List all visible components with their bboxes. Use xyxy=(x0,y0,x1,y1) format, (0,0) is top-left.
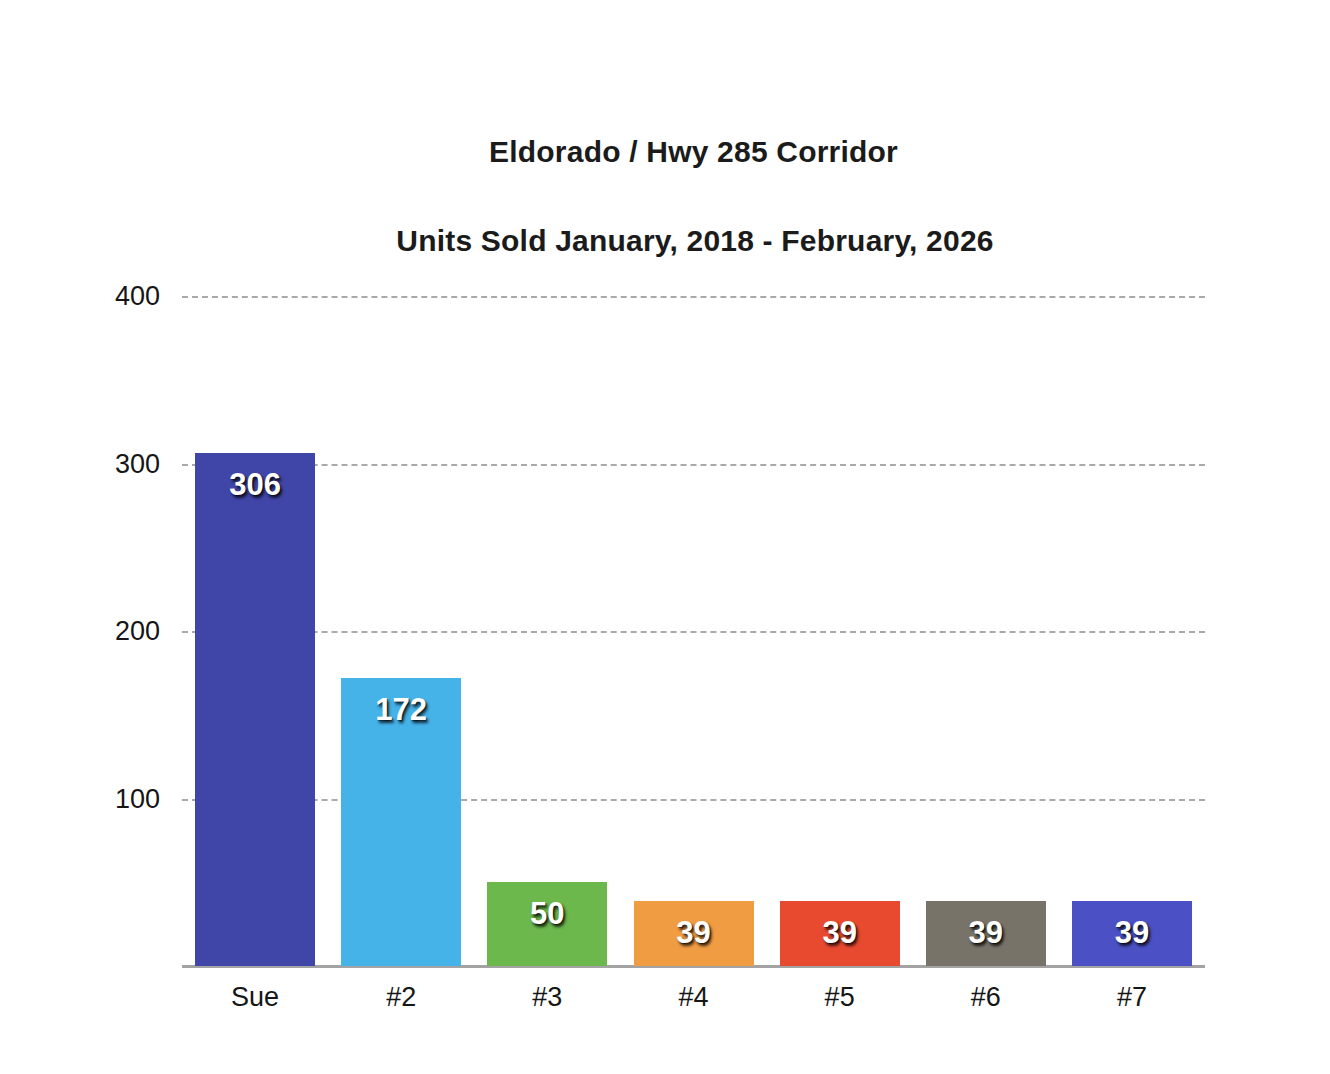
x-axis-category-label: #6 xyxy=(906,982,1066,1013)
gridline-100 xyxy=(182,799,1205,801)
gridline-400 xyxy=(182,296,1205,298)
y-axis-tick-label: 200 xyxy=(60,616,160,646)
bar-value-label: 39 xyxy=(1072,915,1192,951)
bar-value-label: 50 xyxy=(487,896,607,932)
x-axis-category-label: #3 xyxy=(467,982,627,1013)
chart-subtitle: Units Sold January, 2018 - February, 202… xyxy=(140,224,1250,258)
y-axis-tick-label: 400 xyxy=(60,281,160,311)
x-axis-category-label: #5 xyxy=(760,982,920,1013)
bar-value-label: 39 xyxy=(780,915,900,951)
x-axis-category-label: Sue xyxy=(175,982,335,1013)
bar-num7: 39 xyxy=(1072,901,1192,966)
bar-value-label: 39 xyxy=(926,915,1046,951)
bar-num2: 172 xyxy=(341,678,461,966)
x-axis-category-label: #7 xyxy=(1052,982,1212,1013)
chart-title: Eldorado / Hwy 285 Corridor xyxy=(182,135,1205,169)
gridline-200 xyxy=(182,631,1205,633)
bar-Sue: 306 xyxy=(195,453,315,966)
bar-value-label: 172 xyxy=(341,692,461,728)
bar-value-label: 306 xyxy=(195,467,315,503)
bar-num3: 50 xyxy=(487,882,607,966)
bar-num4: 39 xyxy=(634,901,754,966)
y-axis-tick-label: 300 xyxy=(60,449,160,479)
x-axis-category-label: #2 xyxy=(321,982,481,1013)
gridline-300 xyxy=(182,464,1205,466)
bar-chart: Eldorado / Hwy 285 Corridor Units Sold J… xyxy=(0,0,1330,1074)
bar-num6: 39 xyxy=(926,901,1046,966)
bar-value-label: 39 xyxy=(634,915,754,951)
y-axis-tick-label: 100 xyxy=(60,784,160,814)
plot-area: 306Sue172#250#339#439#539#639#7 xyxy=(182,296,1205,966)
x-axis-category-label: #4 xyxy=(614,982,774,1013)
bar-num5: 39 xyxy=(780,901,900,966)
